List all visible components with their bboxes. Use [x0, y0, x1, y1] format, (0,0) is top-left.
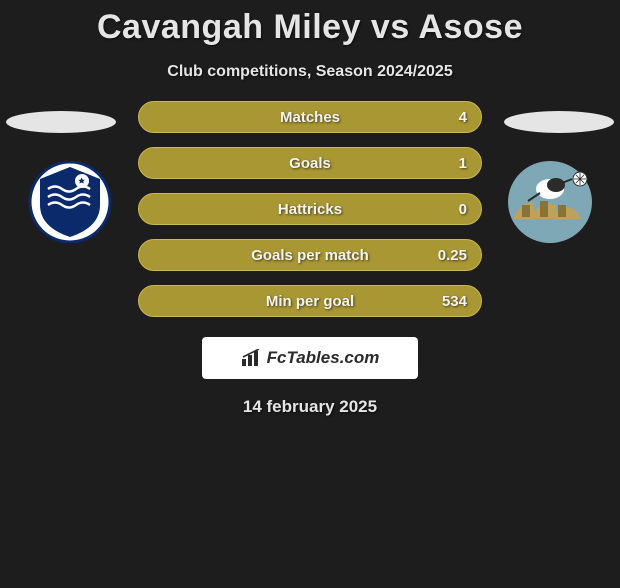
crest-icon	[500, 161, 600, 243]
team-badge-right	[500, 161, 600, 243]
stat-value: 1	[459, 155, 467, 172]
stat-bars: Matches 4 Goals 1 Hattricks 0 Goals per …	[138, 101, 482, 317]
platform-right	[504, 111, 614, 133]
stat-value: 534	[442, 293, 467, 310]
brand-text: FcTables.com	[267, 348, 380, 368]
shield-icon	[20, 161, 120, 243]
stat-bar: Matches 4	[138, 101, 482, 133]
stat-label: Goals	[289, 155, 331, 172]
page-title: Cavangah Miley vs Asose	[0, 8, 620, 47]
brand-badge: FcTables.com	[202, 337, 418, 379]
stat-label: Goals per match	[251, 247, 369, 264]
stat-bar: Goals 1	[138, 147, 482, 179]
stat-label: Hattricks	[278, 201, 342, 218]
match-date: 14 february 2025	[0, 397, 620, 417]
brand-suffix: Tables.com	[286, 348, 379, 367]
stat-value: 4	[459, 109, 467, 126]
stat-value: 0	[459, 201, 467, 218]
stat-label: Matches	[280, 109, 340, 126]
subtitle: Club competitions, Season 2024/2025	[0, 63, 620, 81]
platform-left	[6, 111, 116, 133]
stat-bar: Hattricks 0	[138, 193, 482, 225]
stat-bar: Goals per match 0.25	[138, 239, 482, 271]
stat-value: 0.25	[438, 247, 467, 264]
stat-label: Min per goal	[266, 293, 354, 310]
brand-prefix: Fc	[267, 348, 287, 367]
stat-bar: Min per goal 534	[138, 285, 482, 317]
bars-icon	[241, 349, 263, 367]
team-badge-left	[20, 161, 120, 243]
comparison-panel: Matches 4 Goals 1 Hattricks 0 Goals per …	[0, 101, 620, 417]
